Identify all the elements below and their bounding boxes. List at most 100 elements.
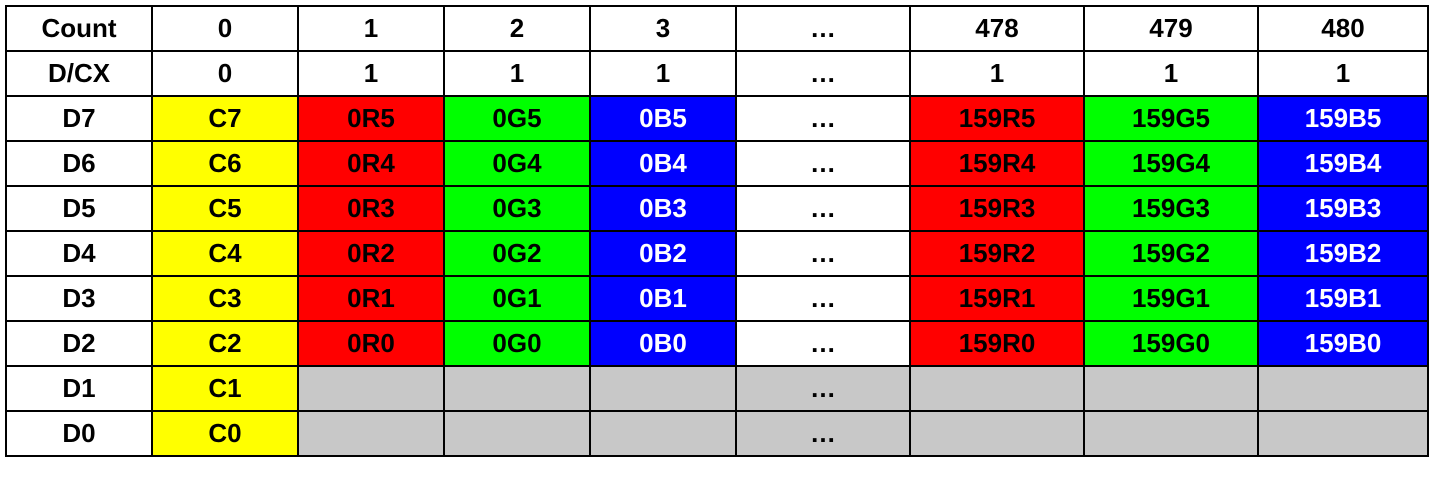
table-cell: … bbox=[735, 275, 911, 322]
table-cell bbox=[1257, 410, 1429, 457]
table-cell: C3 bbox=[151, 275, 299, 322]
table-cell: 1 bbox=[443, 50, 591, 97]
table-cell: … bbox=[735, 320, 911, 367]
table-cell: 159G2 bbox=[1083, 230, 1259, 277]
table-cell: 159G0 bbox=[1083, 320, 1259, 367]
table-cell bbox=[589, 410, 737, 457]
table-cell: 159R1 bbox=[909, 275, 1085, 322]
table-cell: C1 bbox=[151, 365, 299, 412]
table-cell: 159B0 bbox=[1257, 320, 1429, 367]
table-row: D1 C1… bbox=[5, 365, 1429, 412]
row-label: D2 bbox=[5, 320, 153, 367]
table-row: D4 C4 0R2 0G2 0B2… 159R2 159G2 159B2 bbox=[5, 230, 1429, 277]
table-cell: 159R4 bbox=[909, 140, 1085, 187]
table-cell: C5 bbox=[151, 185, 299, 232]
table-cell bbox=[589, 365, 737, 412]
table-cell: 159G5 bbox=[1083, 95, 1259, 142]
table-cell: 0R4 bbox=[297, 140, 445, 187]
table-cell: C2 bbox=[151, 320, 299, 367]
table-cell: 0G2 bbox=[443, 230, 591, 277]
table-cell bbox=[297, 410, 445, 457]
table-cell: 1 bbox=[1083, 50, 1259, 97]
table-cell: C4 bbox=[151, 230, 299, 277]
table-cell: 0R3 bbox=[297, 185, 445, 232]
table-cell: 0G0 bbox=[443, 320, 591, 367]
row-label: D6 bbox=[5, 140, 153, 187]
table-cell: 3 bbox=[589, 5, 737, 52]
table-cell: … bbox=[735, 410, 911, 457]
table-cell: 0B3 bbox=[589, 185, 737, 232]
table-cell: 159R2 bbox=[909, 230, 1085, 277]
row-label: D3 bbox=[5, 275, 153, 322]
table-cell: C0 bbox=[151, 410, 299, 457]
table-cell: 0 bbox=[151, 50, 299, 97]
table-cell: … bbox=[735, 95, 911, 142]
row-label: D5 bbox=[5, 185, 153, 232]
table-cell: 480 bbox=[1257, 5, 1429, 52]
table-cell: 159R5 bbox=[909, 95, 1085, 142]
table-cell: 0B5 bbox=[589, 95, 737, 142]
table-cell: 159R0 bbox=[909, 320, 1085, 367]
table-cell: 159B2 bbox=[1257, 230, 1429, 277]
table-cell: 0B0 bbox=[589, 320, 737, 367]
table-cell: 1 bbox=[297, 5, 445, 52]
table-row: D2 C2 0R0 0G0 0B0… 159R0 159G0 159B0 bbox=[5, 320, 1429, 367]
table-cell: 0G5 bbox=[443, 95, 591, 142]
row-label: D4 bbox=[5, 230, 153, 277]
table-cell: 159R3 bbox=[909, 185, 1085, 232]
table-cell bbox=[1257, 365, 1429, 412]
table-cell: 1 bbox=[1257, 50, 1429, 97]
table-cell bbox=[909, 410, 1085, 457]
table-cell: 159B3 bbox=[1257, 185, 1429, 232]
table-body: Count 0 1 2 3… 478 479 480 D/CX 0 1 1 1… 1 1 1 D7 C7 0R5 0G… bbox=[5, 5, 1429, 457]
pixel-data-table: Count 0 1 2 3… 478 479 480 D/CX 0 1 1 1… 1 1 1 D7 C7 0R5 0G… bbox=[5, 5, 1429, 457]
table-cell: 478 bbox=[909, 5, 1085, 52]
table-cell: … bbox=[735, 365, 911, 412]
table-cell: … bbox=[735, 140, 911, 187]
table-cell: 0B1 bbox=[589, 275, 737, 322]
table-cell: 0B2 bbox=[589, 230, 737, 277]
table-row: D3 C3 0R1 0G1 0B1… 159R1 159G1 159B1 bbox=[5, 275, 1429, 322]
table-row: D0 C0 … bbox=[5, 410, 1429, 457]
table-cell: … bbox=[735, 50, 911, 97]
table-cell: 0 bbox=[151, 5, 299, 52]
table-row: D7 C7 0R5 0G5 0B5… 159R5 159G5 159B5 bbox=[5, 95, 1429, 142]
table-cell bbox=[1083, 365, 1259, 412]
table-cell: 159G4 bbox=[1083, 140, 1259, 187]
table-cell: 0G4 bbox=[443, 140, 591, 187]
table-cell bbox=[297, 365, 445, 412]
row-label: Count bbox=[5, 5, 153, 52]
table-cell bbox=[1083, 410, 1259, 457]
table-row: Count 0 1 2 3… 478 479 480 bbox=[5, 5, 1429, 52]
table-cell: 479 bbox=[1083, 5, 1259, 52]
table-cell: C7 bbox=[151, 95, 299, 142]
table-row: D6 C6 0R4 0G4 0B4… 159R4 159G4 159B4 bbox=[5, 140, 1429, 187]
row-label: D0 bbox=[5, 410, 153, 457]
table-cell bbox=[909, 365, 1085, 412]
table-cell: … bbox=[735, 230, 911, 277]
table-cell: 2 bbox=[443, 5, 591, 52]
table-cell: 0G3 bbox=[443, 185, 591, 232]
table-cell: … bbox=[735, 5, 911, 52]
table-cell bbox=[443, 410, 591, 457]
table-cell: 0G1 bbox=[443, 275, 591, 322]
table-cell: … bbox=[735, 185, 911, 232]
table-cell: 159B4 bbox=[1257, 140, 1429, 187]
table-cell: 1 bbox=[909, 50, 1085, 97]
table-cell: 159G3 bbox=[1083, 185, 1259, 232]
table-cell: 159B1 bbox=[1257, 275, 1429, 322]
row-label: D/CX bbox=[5, 50, 153, 97]
table-cell: 1 bbox=[589, 50, 737, 97]
table-cell: 0R1 bbox=[297, 275, 445, 322]
table-cell: 0B4 bbox=[589, 140, 737, 187]
table-row: D/CX 0 1 1 1… 1 1 1 bbox=[5, 50, 1429, 97]
row-label: D7 bbox=[5, 95, 153, 142]
table-cell: 0R2 bbox=[297, 230, 445, 277]
table-cell: 159B5 bbox=[1257, 95, 1429, 142]
table-row: D5 C5 0R3 0G3 0B3… 159R3 159G3 159B3 bbox=[5, 185, 1429, 232]
table-cell: C6 bbox=[151, 140, 299, 187]
table-cell bbox=[443, 365, 591, 412]
table-cell: 0R0 bbox=[297, 320, 445, 367]
table-cell: 0R5 bbox=[297, 95, 445, 142]
table-cell: 159G1 bbox=[1083, 275, 1259, 322]
